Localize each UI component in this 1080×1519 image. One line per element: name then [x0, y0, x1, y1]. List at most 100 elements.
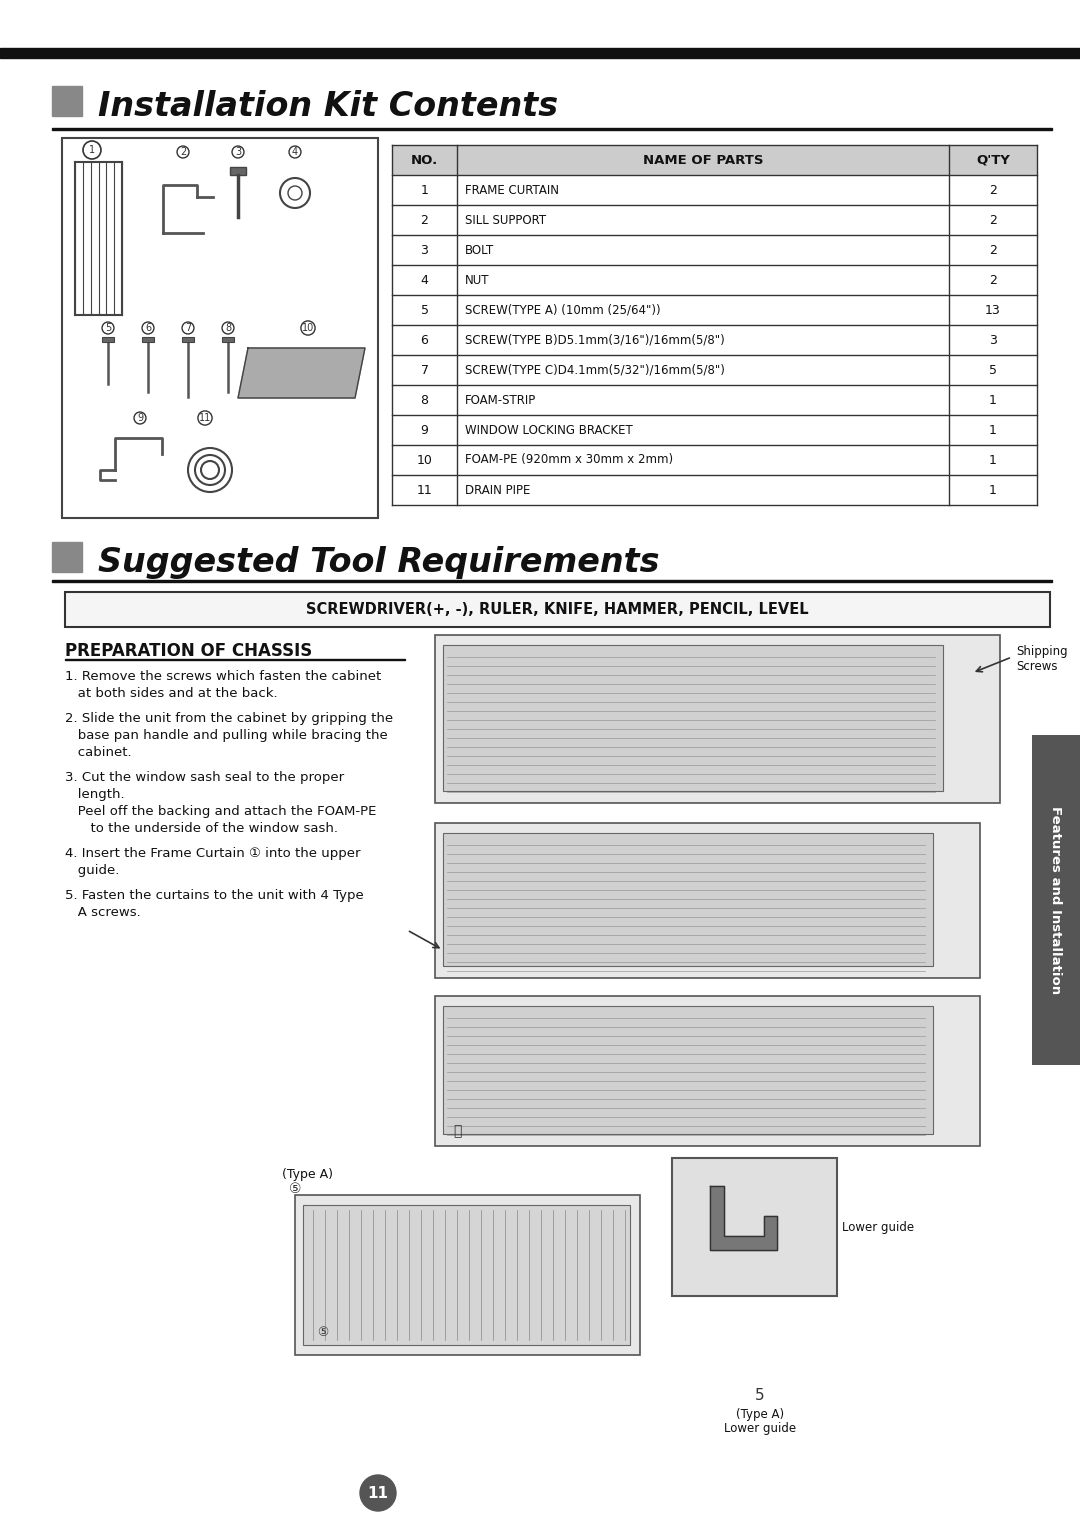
- Text: length.: length.: [65, 788, 124, 801]
- Text: 2. Slide the unit from the cabinet by gripping the: 2. Slide the unit from the cabinet by gr…: [65, 712, 393, 725]
- Text: 11: 11: [199, 413, 211, 422]
- Text: SCREWDRIVER(+, -), RULER, KNIFE, HAMMER, PENCIL, LEVEL: SCREWDRIVER(+, -), RULER, KNIFE, HAMMER,…: [306, 602, 808, 617]
- Text: 3: 3: [235, 147, 241, 156]
- Bar: [62, 138, 378, 518]
- Text: to the underside of the window sash.: to the underside of the window sash.: [65, 822, 338, 835]
- Text: 8: 8: [225, 324, 231, 333]
- Text: 7: 7: [420, 363, 429, 377]
- Text: 4. Insert the Frame Curtain ① into the upper: 4. Insert the Frame Curtain ① into the u…: [65, 848, 361, 860]
- Bar: [222, 337, 234, 342]
- Bar: [52, 87, 82, 115]
- Text: ⑤: ⑤: [318, 1326, 328, 1340]
- Bar: [52, 542, 82, 573]
- Text: SCREW(TYPE C)D4.1mm(5/32")/16mm(5/8"): SCREW(TYPE C)D4.1mm(5/32")/16mm(5/8"): [465, 363, 725, 377]
- Text: 7: 7: [185, 324, 191, 333]
- Bar: [435, 635, 1000, 804]
- Text: Peel off the backing and attach the FOAM-PE: Peel off the backing and attach the FOAM…: [65, 805, 376, 819]
- Text: 5: 5: [755, 1387, 765, 1402]
- Bar: [443, 1006, 933, 1135]
- Text: PREPARATION OF CHASSIS: PREPARATION OF CHASSIS: [65, 643, 312, 659]
- Text: (Type A): (Type A): [283, 1168, 334, 1180]
- Text: 3. Cut the window sash seal to the proper: 3. Cut the window sash seal to the prope…: [65, 772, 345, 784]
- Text: Features and Installation: Features and Installation: [1050, 807, 1063, 993]
- Text: cabinet.: cabinet.: [65, 746, 132, 760]
- Bar: [1032, 735, 1080, 1065]
- Text: 6: 6: [145, 324, 151, 333]
- Text: 5: 5: [420, 304, 429, 316]
- Text: guide.: guide.: [65, 864, 120, 876]
- Text: 4: 4: [292, 147, 298, 156]
- Text: Lower guide: Lower guide: [842, 1220, 914, 1233]
- Bar: [52, 580, 1052, 582]
- Text: 2: 2: [989, 214, 997, 226]
- Text: 2: 2: [180, 147, 186, 156]
- Text: 2: 2: [420, 214, 429, 226]
- Text: 1: 1: [989, 424, 997, 436]
- Text: SCREW(TYPE A) (10mm (25/64")): SCREW(TYPE A) (10mm (25/64")): [465, 304, 661, 316]
- Bar: [65, 592, 1050, 627]
- Text: 11: 11: [367, 1486, 389, 1501]
- Text: 11: 11: [417, 483, 432, 497]
- Text: Q'TY: Q'TY: [976, 153, 1010, 167]
- Text: 13: 13: [985, 304, 1001, 316]
- Bar: [141, 337, 154, 342]
- Text: (Type A): (Type A): [735, 1408, 784, 1420]
- Bar: [392, 144, 1037, 175]
- Bar: [435, 996, 980, 1145]
- Text: 2: 2: [989, 184, 997, 196]
- Text: 4: 4: [420, 273, 429, 287]
- Bar: [443, 646, 943, 791]
- Text: base pan handle and pulling while bracing the: base pan handle and pulling while bracin…: [65, 729, 388, 741]
- Text: 2: 2: [989, 273, 997, 287]
- Text: 10: 10: [417, 454, 432, 466]
- Text: 3: 3: [989, 334, 997, 346]
- Bar: [295, 1195, 640, 1355]
- Text: ⑤: ⑤: [288, 1182, 301, 1195]
- Text: SILL SUPPORT: SILL SUPPORT: [465, 214, 546, 226]
- Text: at both sides and at the back.: at both sides and at the back.: [65, 687, 278, 700]
- Polygon shape: [238, 348, 365, 398]
- Text: Installation Kit Contents: Installation Kit Contents: [98, 90, 558, 123]
- Text: 9: 9: [137, 413, 143, 422]
- Text: 1: 1: [89, 144, 95, 155]
- Text: WINDOW LOCKING BRACKET: WINDOW LOCKING BRACKET: [465, 424, 633, 436]
- Text: NAME OF PARTS: NAME OF PARTS: [643, 153, 764, 167]
- Text: DRAIN PIPE: DRAIN PIPE: [465, 483, 530, 497]
- Bar: [443, 832, 933, 966]
- Text: Suggested Tool Requirements: Suggested Tool Requirements: [98, 545, 660, 579]
- Text: NUT: NUT: [465, 273, 489, 287]
- Text: NO.: NO.: [410, 153, 438, 167]
- Text: 1: 1: [989, 483, 997, 497]
- Text: 1: 1: [989, 454, 997, 466]
- Text: A screws.: A screws.: [65, 905, 140, 919]
- Text: Shipping
Screws: Shipping Screws: [1016, 646, 1068, 673]
- Text: Lower guide: Lower guide: [724, 1422, 796, 1435]
- Bar: [183, 337, 194, 342]
- Text: 2: 2: [989, 243, 997, 257]
- Bar: [52, 128, 1052, 131]
- Text: BOLT: BOLT: [465, 243, 495, 257]
- Text: FOAM-STRIP: FOAM-STRIP: [465, 393, 537, 407]
- Bar: [435, 823, 980, 978]
- Bar: [0, 49, 1080, 58]
- Text: 8: 8: [420, 393, 429, 407]
- Bar: [230, 167, 246, 175]
- Polygon shape: [710, 1186, 777, 1250]
- Text: 5. Fasten the curtains to the unit with 4 Type: 5. Fasten the curtains to the unit with …: [65, 889, 364, 902]
- Text: 6: 6: [420, 334, 429, 346]
- Text: ⓙ: ⓙ: [453, 1124, 461, 1138]
- Text: 3: 3: [420, 243, 429, 257]
- Bar: [102, 337, 114, 342]
- Text: FRAME CURTAIN: FRAME CURTAIN: [465, 184, 559, 196]
- Text: 1: 1: [989, 393, 997, 407]
- Text: 1. Remove the screws which fasten the cabinet: 1. Remove the screws which fasten the ca…: [65, 670, 381, 684]
- Text: 10: 10: [302, 324, 314, 333]
- Text: 5: 5: [105, 324, 111, 333]
- Text: FOAM-PE (920mm x 30mm x 2mm): FOAM-PE (920mm x 30mm x 2mm): [465, 454, 673, 466]
- Circle shape: [360, 1475, 396, 1511]
- Text: 1: 1: [420, 184, 429, 196]
- Text: SCREW(TYPE B)D5.1mm(3/16")/16mm(5/8"): SCREW(TYPE B)D5.1mm(3/16")/16mm(5/8"): [465, 334, 725, 346]
- Bar: [672, 1157, 837, 1296]
- Text: 5: 5: [989, 363, 997, 377]
- Text: 9: 9: [420, 424, 429, 436]
